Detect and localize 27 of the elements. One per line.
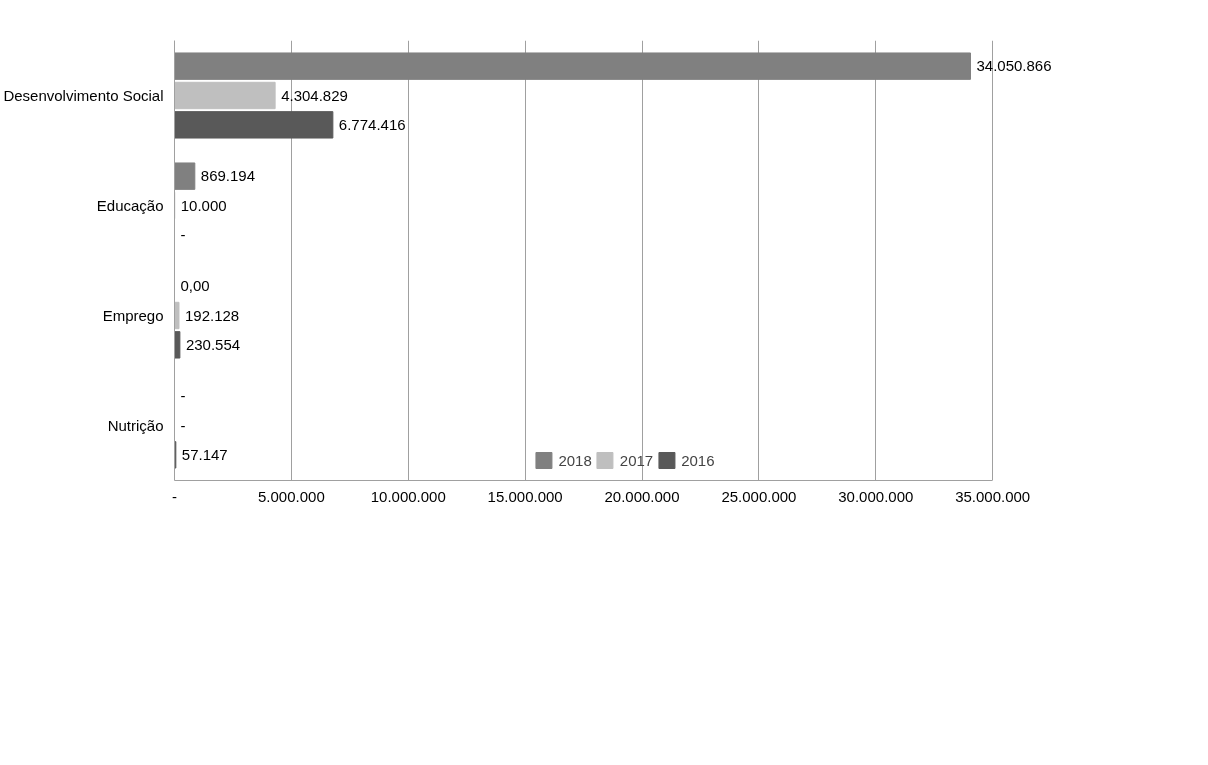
y-tick-label: Nutrição xyxy=(107,417,164,434)
data-label: - xyxy=(180,387,186,405)
data-label: 192.128 xyxy=(184,306,240,324)
data-label: 4.304.829 xyxy=(281,86,348,104)
legend-label: 2017 xyxy=(619,451,654,469)
data-label: 34.050.866 xyxy=(976,57,1052,75)
data-label: 0,00 xyxy=(180,277,210,295)
x-tick-label: 10.000.000 xyxy=(370,487,446,505)
x-tick-label: 20.000.000 xyxy=(604,487,680,505)
data-label: - xyxy=(180,416,186,434)
y-tick-label: Emprego xyxy=(102,307,164,324)
x-tick-label: - xyxy=(172,487,177,505)
legend-label: 2018 xyxy=(558,451,592,469)
x-tick-label: 30.000.000 xyxy=(838,487,914,505)
y-tick-label: Desenvolvimento Social xyxy=(3,87,164,104)
data-label: 10.000 xyxy=(180,196,227,214)
x-tick-label: 5.000.000 xyxy=(258,487,325,505)
x-tick-label: 35.000.000 xyxy=(955,487,1031,505)
data-label: 57.147 xyxy=(181,445,228,463)
data-label: 6.774.416 xyxy=(338,115,406,133)
data-label: - xyxy=(180,225,186,243)
x-tick-label: 15.000.000 xyxy=(487,487,563,505)
x-tick-label: 25.000.000 xyxy=(721,487,797,505)
legend-label: 2016 xyxy=(681,451,715,469)
data-label: 230.554 xyxy=(185,335,241,353)
data-label: 869.194 xyxy=(200,167,256,185)
y-tick-label: Educação xyxy=(96,197,164,214)
